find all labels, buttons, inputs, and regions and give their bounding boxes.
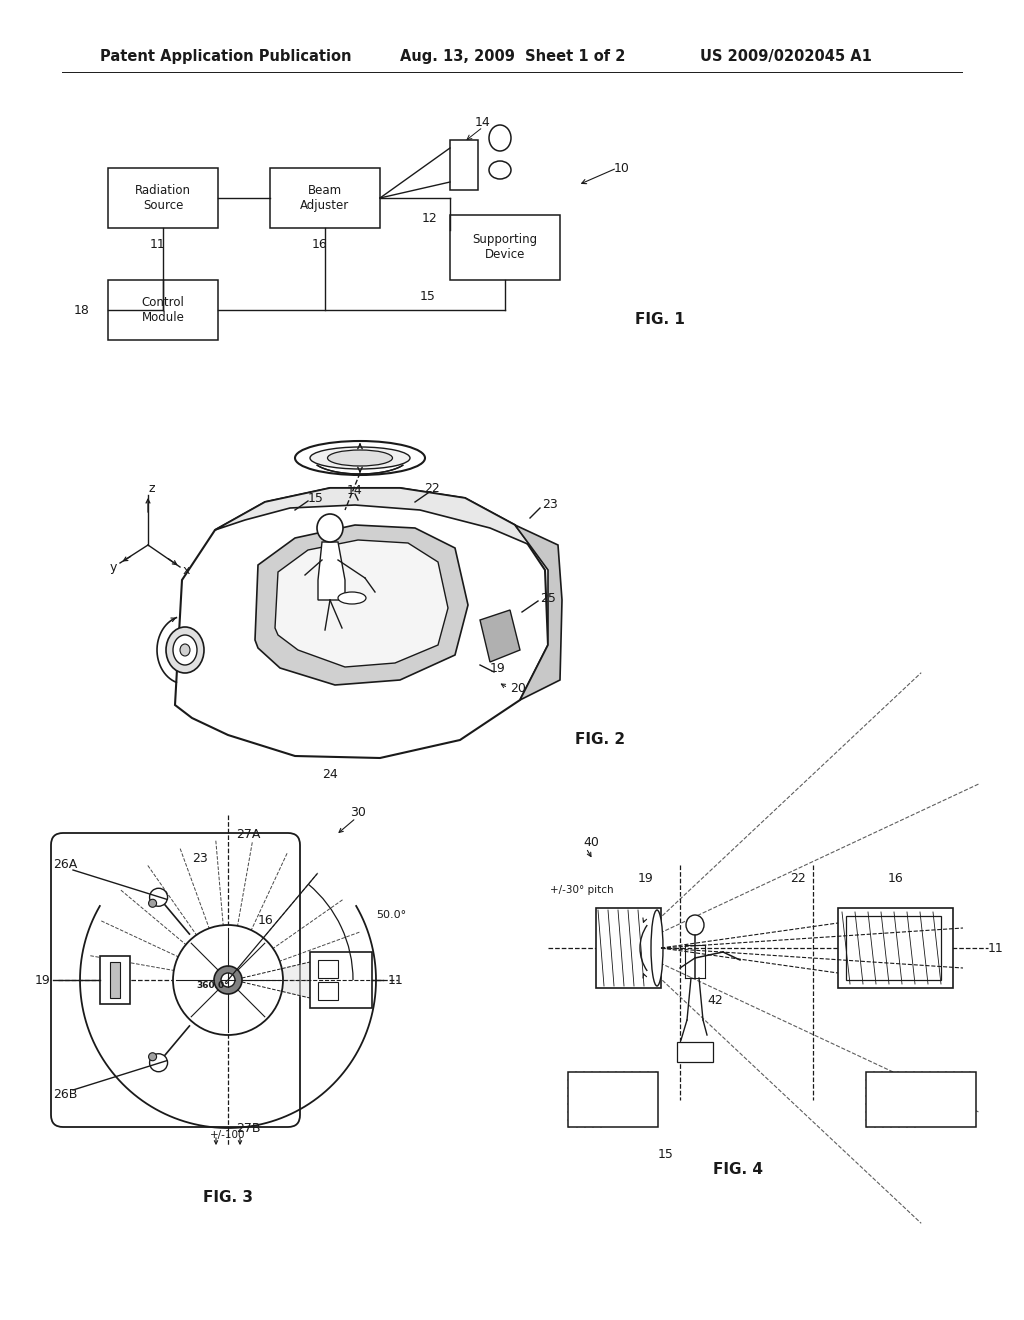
Polygon shape (515, 525, 562, 700)
Text: 15: 15 (420, 289, 436, 302)
Ellipse shape (148, 899, 157, 907)
Text: 50.0°: 50.0° (376, 909, 407, 920)
Text: y: y (110, 561, 117, 574)
Text: 42: 42 (708, 994, 723, 1006)
Polygon shape (215, 488, 530, 545)
Text: Beam
Adjuster: Beam Adjuster (300, 183, 349, 213)
Bar (318, 960, 338, 978)
Ellipse shape (338, 591, 366, 605)
Bar (838, 908, 953, 987)
Text: Control
Module: Control Module (141, 296, 184, 323)
Text: Aug. 13, 2009  Sheet 1 of 2: Aug. 13, 2009 Sheet 1 of 2 (400, 49, 626, 65)
Bar (270, 168, 380, 228)
Ellipse shape (148, 1053, 157, 1061)
Text: Patent Application Publication: Patent Application Publication (100, 49, 351, 65)
Ellipse shape (173, 925, 283, 1035)
Text: 16: 16 (312, 238, 328, 251)
Polygon shape (275, 540, 449, 667)
Text: 30: 30 (350, 805, 366, 818)
Text: 19: 19 (638, 871, 654, 884)
Text: 14: 14 (347, 483, 362, 496)
Text: 27A: 27A (236, 829, 260, 842)
Text: 40: 40 (583, 836, 599, 849)
Text: 11: 11 (151, 238, 166, 251)
Ellipse shape (150, 1053, 168, 1072)
Text: FIG. 1: FIG. 1 (635, 313, 685, 327)
Text: Radiation
Source: Radiation Source (135, 183, 191, 213)
Text: 19: 19 (490, 661, 506, 675)
Text: 15: 15 (658, 1148, 674, 1162)
Text: 26B: 26B (53, 1089, 78, 1101)
Bar (450, 140, 478, 190)
Text: 16: 16 (258, 913, 273, 927)
Text: 20: 20 (510, 681, 526, 694)
Text: FIG. 4: FIG. 4 (713, 1163, 763, 1177)
Polygon shape (242, 962, 310, 998)
Ellipse shape (489, 125, 511, 150)
Text: 360.0°: 360.0° (196, 981, 228, 990)
Text: Supporting
Device: Supporting Device (472, 234, 538, 261)
Bar (846, 916, 941, 979)
Bar (100, 956, 130, 1005)
Text: 16: 16 (888, 871, 904, 884)
Ellipse shape (166, 627, 204, 673)
Ellipse shape (180, 644, 190, 656)
Polygon shape (318, 543, 345, 601)
Text: 23: 23 (193, 851, 208, 865)
Ellipse shape (310, 447, 410, 469)
Ellipse shape (317, 513, 343, 543)
Text: US 2009/0202045 A1: US 2009/0202045 A1 (700, 49, 871, 65)
Bar (677, 1041, 713, 1063)
Text: 11: 11 (988, 941, 1004, 954)
Text: 24: 24 (323, 768, 338, 781)
Ellipse shape (489, 161, 511, 180)
Text: 10: 10 (614, 161, 630, 174)
Text: 22: 22 (791, 871, 806, 884)
Bar (310, 952, 372, 1008)
Text: 15: 15 (308, 491, 324, 504)
Text: 14: 14 (475, 116, 490, 128)
Text: 18: 18 (74, 304, 90, 317)
Text: +/-30° pitch: +/-30° pitch (550, 884, 613, 895)
Ellipse shape (651, 909, 663, 986)
Text: 11: 11 (388, 974, 403, 986)
Text: 27B: 27B (236, 1122, 260, 1134)
Text: 22: 22 (424, 482, 440, 495)
Ellipse shape (221, 973, 234, 987)
Ellipse shape (214, 966, 242, 994)
Bar (110, 962, 120, 998)
Bar (450, 215, 560, 280)
Text: 12: 12 (422, 211, 438, 224)
Text: z: z (148, 483, 156, 495)
Text: +/-100: +/-100 (210, 1130, 246, 1140)
Ellipse shape (173, 635, 197, 665)
Bar (866, 1072, 976, 1127)
Ellipse shape (328, 450, 392, 466)
Bar (596, 908, 662, 987)
Bar (318, 982, 338, 1001)
Polygon shape (255, 525, 468, 685)
Ellipse shape (150, 888, 168, 907)
Text: 25: 25 (540, 591, 556, 605)
Bar (108, 280, 218, 341)
Ellipse shape (295, 441, 425, 475)
Text: 23: 23 (542, 499, 558, 511)
Polygon shape (480, 610, 520, 663)
FancyBboxPatch shape (51, 833, 300, 1127)
Bar (108, 168, 218, 228)
Text: 19: 19 (34, 974, 50, 986)
Text: x: x (182, 565, 189, 578)
Polygon shape (175, 488, 548, 758)
Text: FIG. 2: FIG. 2 (575, 733, 625, 747)
Text: FIG. 3: FIG. 3 (203, 1191, 253, 1205)
Text: 26A: 26A (53, 858, 77, 871)
Ellipse shape (686, 915, 705, 935)
Bar (568, 1072, 658, 1127)
